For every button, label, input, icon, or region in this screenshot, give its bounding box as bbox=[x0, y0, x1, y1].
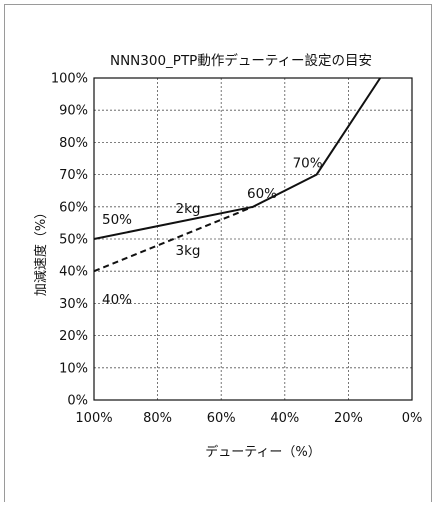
y-tick-label: 10% bbox=[59, 361, 88, 376]
annotation-label: 3kg bbox=[176, 243, 201, 259]
annotation-label: 50% bbox=[102, 212, 132, 228]
y-tick-label: 40% bbox=[59, 265, 88, 280]
series-line-2kg bbox=[93, 77, 382, 240]
x-tick-label: 100% bbox=[75, 411, 112, 426]
y-tick-label: 70% bbox=[59, 168, 88, 183]
y-tick-label: 100% bbox=[51, 72, 88, 87]
annotation-label: 70% bbox=[293, 156, 323, 172]
x-axis-title: デューティー（%） bbox=[205, 444, 321, 460]
duty-chart: NNN300_PTP動作デューティー設定の目安 加減速度（%） デューティー（%… bbox=[33, 52, 422, 460]
annotation-label: 60% bbox=[247, 186, 277, 202]
x-tick-label: 80% bbox=[143, 411, 172, 426]
series-line-3kg bbox=[93, 205, 254, 273]
y-tick-label: 60% bbox=[59, 200, 88, 215]
chart-title: NNN300_PTP動作デューティー設定の目安 bbox=[110, 52, 372, 69]
x-tick-label: 40% bbox=[270, 411, 299, 426]
annotation-label: 2kg bbox=[176, 201, 201, 217]
x-tick-label: 20% bbox=[334, 411, 363, 426]
y-tick-label: 30% bbox=[59, 297, 88, 312]
y-tick-label: 20% bbox=[59, 329, 88, 344]
series-group bbox=[93, 77, 382, 273]
annotations: 50% 40% 60% 70% 2kg 3kg bbox=[102, 156, 323, 309]
x-tick-label: 0% bbox=[402, 411, 423, 426]
y-ticks: 0% 10% 20% 30% 40% 50% 60% 70% 80% 90% 100% bbox=[51, 72, 88, 409]
grid-lines bbox=[94, 78, 412, 400]
x-tick-label: 60% bbox=[207, 411, 236, 426]
y-tick-label: 0% bbox=[67, 394, 88, 409]
plot-area bbox=[93, 77, 413, 401]
annotation-label: 40% bbox=[102, 292, 132, 308]
y-tick-label: 90% bbox=[59, 104, 88, 119]
y-tick-label: 80% bbox=[59, 136, 88, 151]
chart-frame: NNN300_PTP動作デューティー設定の目安 加減速度（%） デューティー（%… bbox=[4, 4, 432, 502]
x-ticks: 100% 80% 60% 40% 20% 0% bbox=[75, 411, 422, 426]
y-tick-label: 50% bbox=[59, 233, 88, 248]
y-axis-title: 加減速度（%） bbox=[33, 206, 49, 296]
